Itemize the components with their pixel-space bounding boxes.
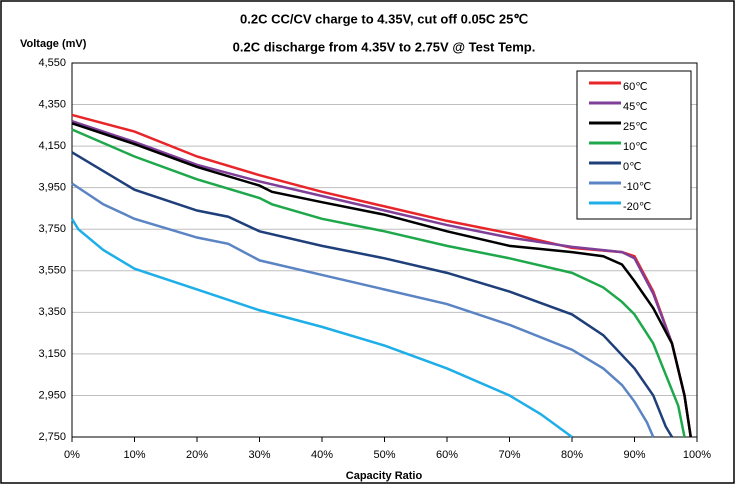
- y-tick-label: 2,950: [38, 389, 66, 401]
- legend-label: -10℃: [623, 181, 651, 193]
- line: [71, 151, 674, 438]
- y-tick-label: 3,950: [38, 182, 66, 194]
- line: [71, 128, 686, 438]
- plot-border: [71, 62, 698, 438]
- x-tick-label: 20%: [186, 449, 208, 461]
- x-tick-label: 70%: [498, 449, 520, 461]
- legend-label: 25℃: [623, 121, 648, 133]
- legend-label: 45℃: [623, 101, 648, 113]
- line: [71, 182, 655, 438]
- x-tick-label: 90%: [623, 449, 645, 461]
- legend-box: [576, 70, 692, 220]
- y-tick-label: 3,350: [38, 306, 66, 318]
- x-tick-label: 0%: [64, 449, 80, 461]
- x-tick-label: 100%: [683, 449, 711, 461]
- x-tick-label: 50%: [373, 449, 395, 461]
- x-tick-label: 80%: [561, 449, 583, 461]
- y-tick-label: 4,550: [38, 57, 66, 69]
- legend-label: 0℃: [623, 161, 641, 173]
- y-tick-label: 3,750: [38, 223, 66, 235]
- x-tick-label: 30%: [248, 449, 270, 461]
- line: [71, 122, 692, 438]
- x-axis-label: Capacity Ratio: [346, 470, 423, 482]
- chart-subtitle: 0.2C discharge from 4.35V to 2.75V @ Tes…: [233, 39, 536, 54]
- x-tick-label: 40%: [311, 449, 333, 461]
- y-tick-label: 3,150: [38, 348, 66, 360]
- legend-label: 60℃: [623, 81, 648, 93]
- y-tick-label: 3,550: [38, 265, 66, 277]
- x-tick-label: 10%: [123, 449, 145, 461]
- line: [70, 218, 573, 439]
- legend-label: -20℃: [623, 201, 651, 213]
- x-tick-label: 60%: [436, 449, 458, 461]
- line: [71, 119, 692, 438]
- y-tick-label: 2,750: [38, 431, 66, 443]
- y-axis-label: Voltage (mV): [20, 38, 87, 50]
- chart-title: 0.2C CC/CV charge to 4.35V, cut off 0.05…: [240, 11, 528, 26]
- legend-label: 10℃: [623, 141, 648, 153]
- y-tick-label: 4,350: [38, 98, 66, 110]
- y-tick-label: 4,150: [38, 140, 66, 152]
